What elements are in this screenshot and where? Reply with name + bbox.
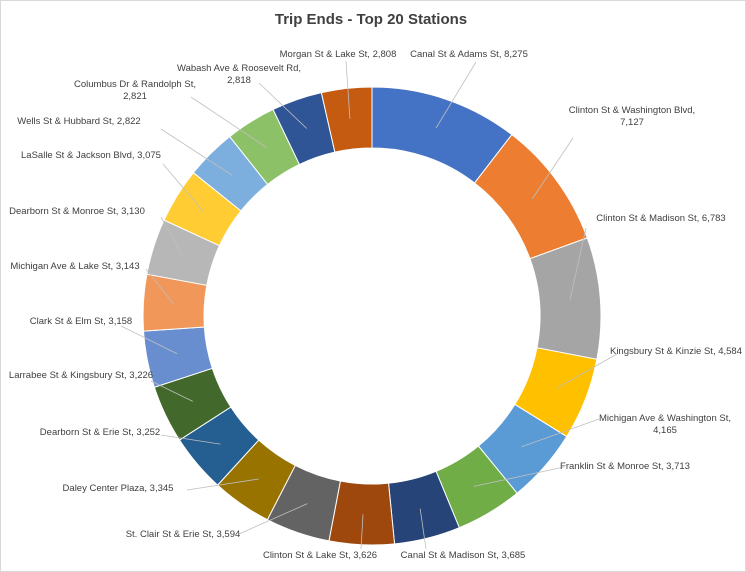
leader-line-daley-center-plaza [186, 478, 259, 491]
slice-clinton-st-madison-st [529, 237, 602, 360]
data-label-franklin-st-monroe-st: Franklin St & Monroe St, 3,713 [560, 461, 690, 472]
data-label-clark-st-elm-st: Clark St & Elm St, 3,158 [30, 316, 132, 327]
leader-line-larrabee-st-kingsbury-st [150, 380, 193, 402]
data-label-st-clair-st-erie-st: St. Clair St & Erie St, 3,594 [126, 529, 241, 540]
leader-line-wabash-ave-roosevelt-rd [258, 82, 308, 129]
leader-line-franklin-st-monroe-st [473, 466, 565, 487]
leader-line-st-clair-st-erie-st [238, 503, 308, 535]
data-labels: Canal St & Adams St, 8,275 Clinton St & W… [9, 49, 742, 561]
leader-line-canal-st-adams-st [435, 61, 477, 129]
data-label-michigan-ave-washington-st: Michigan Ave & Washington St, 4,165 [599, 413, 731, 436]
data-label-morgan-st-lake-st: Morgan St & Lake St, 2,808 [280, 49, 397, 60]
leader-lines [120, 60, 618, 550]
leader-line-morgan-st-lake-st [345, 60, 351, 119]
slice-morgan-st-lake-st [320, 86, 373, 153]
leader-line-clinton-st-washington-blvd [531, 137, 574, 200]
data-label-larrabee-st-kingsbury-st: Larrabee St & Kingsbury St, 3,226 [9, 370, 153, 381]
data-label-michigan-ave-lake-st: Michigan Ave & Lake St, 3,143 [10, 261, 139, 272]
leader-line-dearborn-st-erie-st [160, 434, 221, 445]
leader-line-michigan-ave-washington-st [521, 418, 600, 448]
leader-line-clinton-st-lake-st [360, 514, 364, 550]
data-label-canal-st-adams-st: Canal St & Adams St, 8,275 [410, 49, 528, 60]
chart-title: Trip Ends - Top 20 Stations [274, 11, 468, 28]
leader-line-kingsbury-st-kinzie-st [556, 353, 618, 389]
data-label-clinton-st-lake-st: Clinton St & Lake St, 3,626 [263, 550, 377, 561]
leader-line-michigan-ave-lake-st [145, 268, 175, 305]
data-label-kingsbury-st-kinzie-st: Kingsbury St & Kinzie St, 4,584 [610, 346, 742, 357]
doughnut-slices [142, 86, 602, 546]
leader-line-clark-st-elm-st [120, 325, 178, 355]
data-label-daley-center-plaza: Daley Center Plaza, 3,345 [63, 483, 174, 494]
data-label-dearborn-st-erie-st: Dearborn St & Erie St, 3,252 [40, 427, 160, 438]
data-label-lasalle-st-jackson-blvd: LaSalle St & Jackson Blvd, 3,075 [21, 150, 161, 161]
leader-line-columbus-dr-randolph-st [190, 96, 268, 149]
data-label-columbus-dr-randolph-st: Columbus Dr & Randolph St, 2,821 [74, 79, 196, 102]
data-label-wabash-ave-roosevelt-rd: Wabash Ave & Roosevelt Rd, 2,818 [177, 63, 301, 86]
data-label-clinton-st-washington-blvd: Clinton St & Washington Blvd, 7,127 [569, 105, 695, 128]
leader-line-wells-st-hubbard-st [160, 128, 233, 176]
leader-line-lasalle-st-jackson-blvd [162, 163, 204, 212]
data-label-dearborn-st-monroe-st: Dearborn St & Monroe St, 3,130 [9, 206, 145, 217]
data-label-clinton-st-madison-st: Clinton St & Madison St, 6,783 [596, 213, 725, 224]
leader-line-dearborn-st-monroe-st [160, 216, 184, 257]
leader-line-canal-st-madison-st [419, 508, 427, 550]
data-label-wells-st-hubbard-st: Wells St & Hubbard St, 2,822 [17, 116, 140, 127]
leader-line-clinton-st-madison-st [569, 227, 587, 301]
data-label-canal-st-madison-st: Canal St & Madison St, 3,685 [401, 550, 526, 561]
